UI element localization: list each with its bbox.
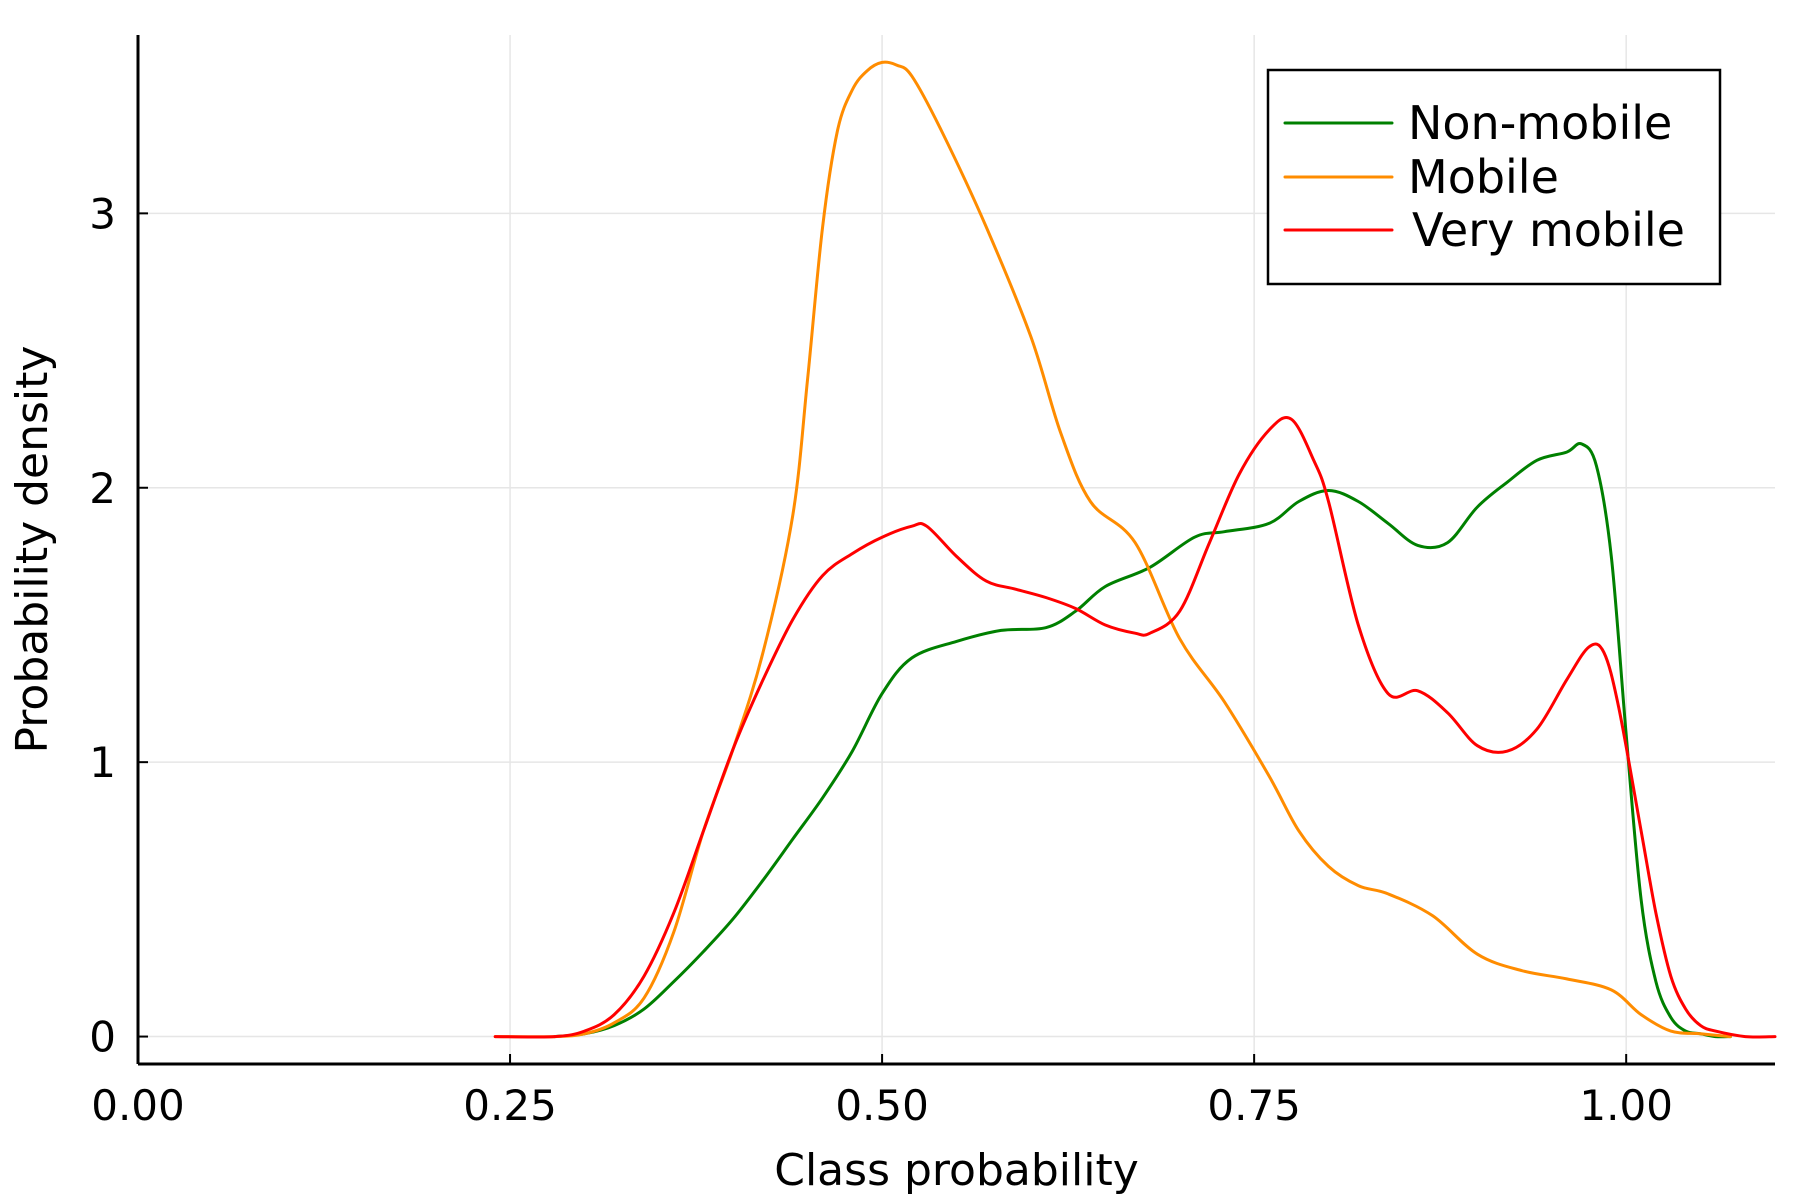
y-tick-label: 1: [89, 738, 116, 787]
legend-label-very-mobile: Very mobile: [1412, 203, 1685, 257]
y-tick-label: 2: [89, 464, 116, 513]
series-line-very-mobile: [493, 415, 1777, 1039]
axes: [136, 35, 1775, 1066]
x-tick-label: 1.00: [1579, 1081, 1673, 1130]
legend: Non-mobile Mobile Very mobile: [1266, 68, 1722, 286]
series-lines: [493, 60, 1777, 1039]
y-axis-title: Probability density: [7, 346, 58, 754]
x-tick-label: 0.00: [91, 1081, 185, 1130]
x-tick-label: 0.50: [835, 1081, 929, 1130]
ticks: 0.00 0.25 0.50 0.75 1.00 0 1 2 3: [89, 189, 1673, 1130]
series-line-non-mobile: [553, 442, 1732, 1039]
y-tick-label: 0: [89, 1013, 116, 1062]
x-tick-label: 0.25: [463, 1081, 557, 1130]
y-tick-label: 3: [89, 189, 116, 238]
legend-label-mobile: Mobile: [1408, 150, 1559, 204]
x-axis-title: Class probability: [774, 1145, 1139, 1196]
x-tick-label: 0.75: [1207, 1081, 1301, 1130]
legend-label-non-mobile: Non-mobile: [1408, 96, 1672, 150]
